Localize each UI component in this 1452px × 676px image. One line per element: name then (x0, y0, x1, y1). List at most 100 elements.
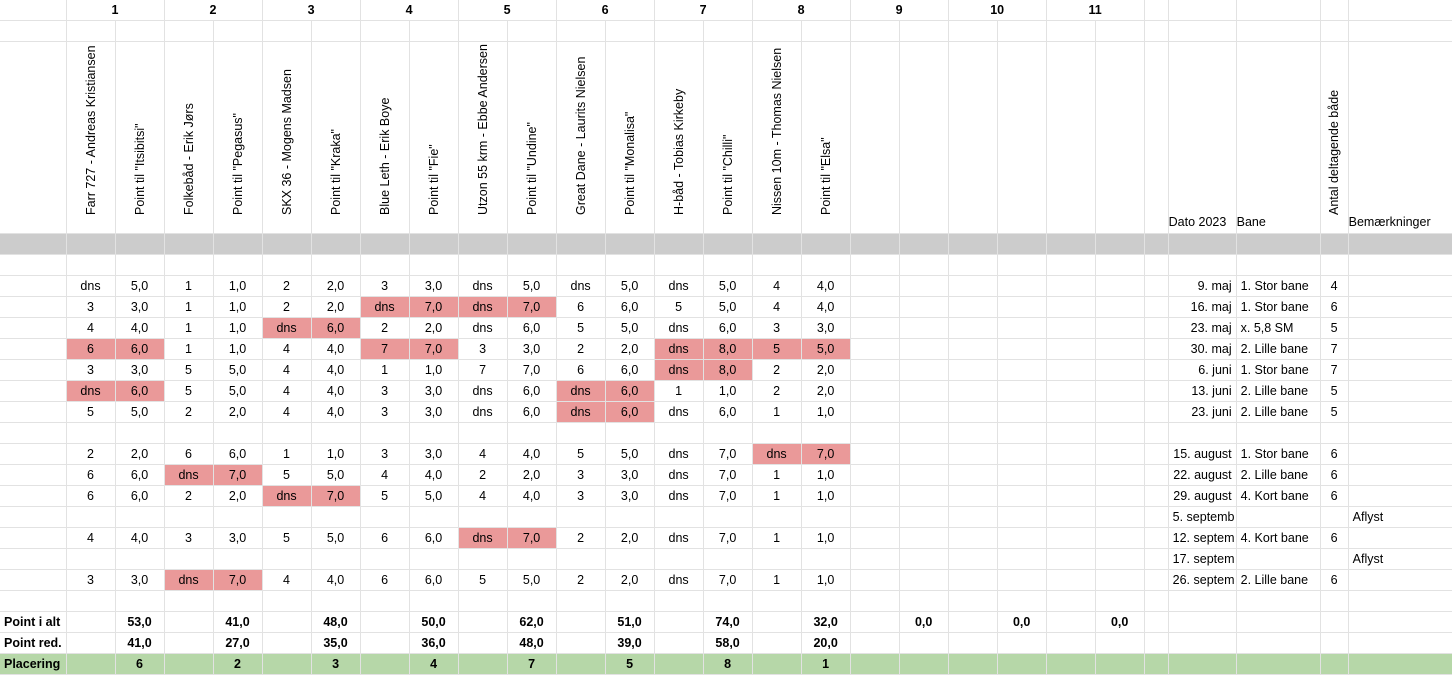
empty-cell[interactable] (1348, 611, 1452, 633)
points-cell[interactable]: 4,0 (409, 464, 459, 486)
empty-cell[interactable] (262, 254, 312, 276)
points-cell[interactable]: 5,0 (213, 380, 263, 402)
empty-cell[interactable] (1144, 527, 1169, 549)
placement-cell[interactable]: 1 (360, 359, 410, 381)
empty-cell[interactable] (0, 359, 67, 381)
empty-cell[interactable] (164, 653, 214, 675)
placement-cell[interactable]: 5 (66, 401, 116, 423)
empty-cell[interactable] (0, 590, 67, 612)
points-cell[interactable] (311, 548, 361, 570)
placement-cell[interactable]: 1 (164, 275, 214, 297)
placement-cell[interactable]: dns (654, 401, 704, 423)
empty-cell[interactable] (0, 548, 67, 570)
empty-cell[interactable] (899, 254, 949, 276)
placement-cell[interactable]: dns (458, 401, 508, 423)
placement-cell[interactable]: 7 (360, 338, 410, 360)
empty-cell[interactable] (507, 233, 557, 255)
empty-cell[interactable] (1236, 0, 1321, 21)
points-cell[interactable]: 3,0 (115, 569, 165, 591)
empty-cell[interactable] (1046, 548, 1096, 570)
summary-value-cell[interactable]: 51,0 (605, 611, 655, 633)
empty-cell[interactable] (997, 590, 1047, 612)
participants-cell[interactable] (1320, 506, 1349, 528)
participants-cell[interactable]: 5 (1320, 380, 1349, 402)
points-cell[interactable]: 8,0 (703, 359, 753, 381)
placement-cell[interactable] (556, 506, 606, 528)
empty-cell[interactable] (556, 632, 606, 654)
empty-cell[interactable] (1144, 485, 1169, 507)
empty-cell[interactable] (1095, 632, 1145, 654)
empty-cell[interactable] (115, 20, 165, 42)
points-cell[interactable]: 7,0 (703, 569, 753, 591)
empty-cell[interactable] (0, 254, 67, 276)
empty-cell[interactable] (1168, 422, 1237, 444)
placement-cell[interactable]: 4 (262, 338, 312, 360)
empty-cell[interactable] (997, 569, 1047, 591)
placement-cell[interactable]: 2 (262, 296, 312, 318)
empty-cell[interactable] (1046, 590, 1096, 612)
placement-cell[interactable]: dns (654, 359, 704, 381)
empty-cell[interactable] (1095, 275, 1145, 297)
empty-cell[interactable] (164, 632, 214, 654)
placement-cell[interactable] (360, 506, 410, 528)
empty-cell[interactable] (850, 485, 900, 507)
empty-cell[interactable] (605, 254, 655, 276)
date-cell[interactable]: 5. septemb (1168, 506, 1237, 528)
empty-cell[interactable] (850, 296, 900, 318)
empty-cell[interactable] (948, 443, 998, 465)
summary-value-cell[interactable]: 4 (409, 653, 459, 675)
empty-cell[interactable] (458, 233, 508, 255)
placement-cell[interactable]: 5 (458, 569, 508, 591)
course-cell[interactable]: 2. Lille bane (1236, 464, 1321, 486)
points-cell[interactable]: 6,0 (605, 401, 655, 423)
empty-cell[interactable] (1236, 20, 1321, 42)
empty-cell[interactable] (164, 611, 214, 633)
points-cell[interactable]: 4,0 (115, 527, 165, 549)
empty-cell[interactable] (1320, 590, 1349, 612)
empty-cell[interactable] (1168, 233, 1237, 255)
empty-cell[interactable] (1095, 485, 1145, 507)
empty-cell[interactable] (801, 254, 851, 276)
boat-number-cell[interactable]: 9 (850, 0, 949, 21)
empty-cell[interactable] (948, 359, 998, 381)
empty-cell[interactable] (899, 569, 949, 591)
empty-cell[interactable] (1046, 359, 1096, 381)
empty-cell[interactable] (1046, 317, 1096, 339)
empty-cell[interactable] (654, 422, 704, 444)
points-cell[interactable]: 5,0 (605, 317, 655, 339)
points-cell[interactable]: 3,0 (409, 443, 459, 465)
points-cell[interactable]: 6,0 (605, 380, 655, 402)
empty-cell[interactable] (1095, 41, 1145, 234)
empty-cell[interactable] (605, 233, 655, 255)
empty-cell[interactable] (507, 590, 557, 612)
empty-cell[interactable] (1236, 632, 1321, 654)
placement-cell[interactable] (752, 548, 802, 570)
empty-cell[interactable] (556, 611, 606, 633)
placement-cell[interactable]: 5 (262, 527, 312, 549)
empty-cell[interactable] (605, 20, 655, 42)
placement-cell[interactable]: 5 (164, 380, 214, 402)
placement-cell[interactable]: dns (262, 485, 312, 507)
placement-cell[interactable]: 6 (556, 359, 606, 381)
empty-cell[interactable] (1144, 0, 1169, 21)
empty-cell[interactable] (164, 254, 214, 276)
empty-cell[interactable] (1144, 41, 1169, 234)
empty-cell[interactable] (164, 20, 214, 42)
points-cell[interactable]: 3,0 (115, 359, 165, 381)
empty-cell[interactable] (507, 254, 557, 276)
empty-cell[interactable] (1236, 254, 1321, 276)
empty-cell[interactable] (948, 548, 998, 570)
points-cell[interactable]: 5,0 (409, 485, 459, 507)
points-cell[interactable]: 4,0 (507, 485, 557, 507)
empty-cell[interactable] (0, 485, 67, 507)
points-cell[interactable] (507, 548, 557, 570)
points-cell[interactable]: 4,0 (311, 569, 361, 591)
participants-header-cell[interactable]: Antal deltagende både (1320, 41, 1349, 234)
empty-cell[interactable] (0, 41, 67, 234)
placement-cell[interactable] (752, 506, 802, 528)
empty-cell[interactable] (850, 317, 900, 339)
empty-cell[interactable] (360, 254, 410, 276)
empty-cell[interactable] (1144, 338, 1169, 360)
points-cell[interactable]: 5,0 (507, 275, 557, 297)
empty-cell[interactable] (1046, 254, 1096, 276)
